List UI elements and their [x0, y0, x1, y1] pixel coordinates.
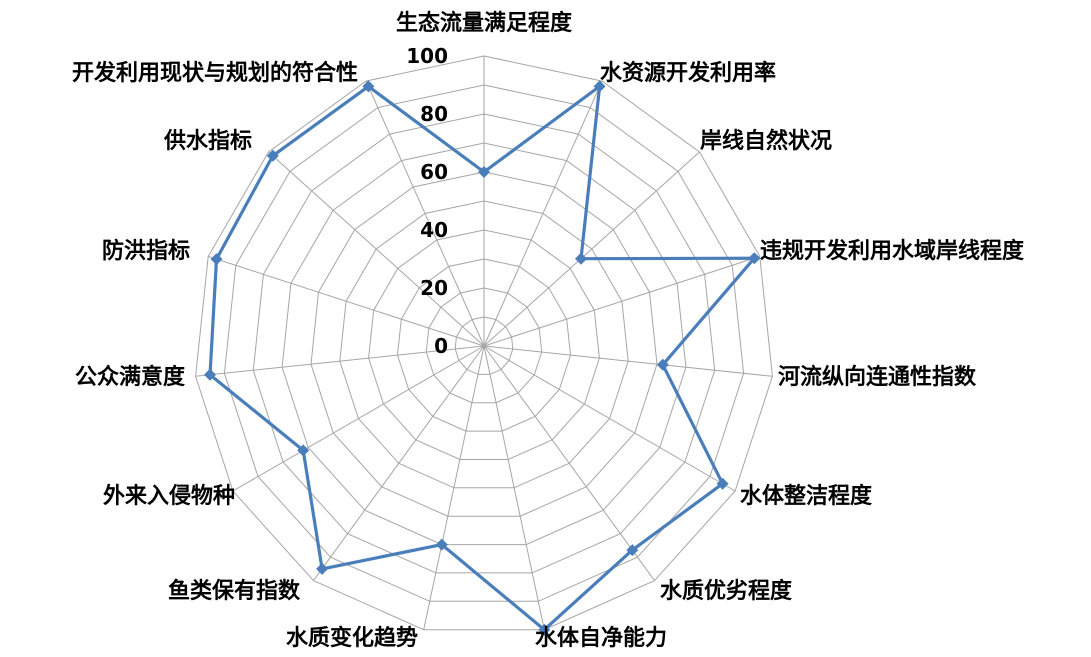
data-point-0	[478, 166, 490, 178]
category-label-3: 违规开发利用水域岸线程度	[760, 238, 1025, 264]
category-label-13: 供水指标	[163, 128, 252, 154]
grid-ring-20	[425, 287, 543, 404]
data-point-13	[266, 149, 279, 162]
tick-label-80: 80	[420, 102, 448, 126]
tick-label-20: 20	[420, 276, 448, 300]
spoke-11	[195, 345, 485, 377]
spoke-8	[423, 345, 485, 630]
grid-ring-60	[310, 171, 658, 517]
grid-ring-100	[195, 55, 773, 631]
spoke-4	[483, 345, 773, 377]
spoke-7	[483, 345, 545, 630]
category-label-12: 防洪指标	[102, 238, 190, 264]
category-label-4: 河流纵向连通性指数	[778, 364, 977, 390]
category-labels: 生态流量满足程度水资源开发利用率岸线自然状况违规开发利用水域岸线程度河流纵向连通…	[72, 10, 1025, 651]
tick-label-40: 40	[420, 218, 448, 242]
category-label-10: 外来入侵物种	[103, 483, 235, 509]
tick-label-100: 100	[406, 44, 448, 68]
grid-ring-80	[252, 113, 716, 574]
data-point-10	[297, 444, 310, 457]
category-label-14: 开发利用现状与规划的符合性	[72, 60, 358, 86]
category-label-2: 岸线自然状况	[700, 128, 832, 154]
grid-ring-90	[223, 84, 745, 602]
data-point-5	[716, 477, 729, 490]
data-point-4	[656, 358, 669, 371]
data-point-14	[362, 80, 375, 93]
category-label-11: 公众满意度	[75, 364, 186, 390]
spoke-12	[208, 255, 485, 347]
radar-spokes	[195, 56, 773, 630]
spoke-6	[483, 345, 655, 581]
spoke-2	[483, 151, 700, 347]
category-label-7: 水体自净能力	[535, 625, 667, 651]
grid-ring-40	[368, 229, 600, 460]
data-point-12	[210, 253, 223, 266]
spoke-9	[313, 345, 485, 581]
spoke-14	[365, 80, 485, 347]
grid-ring-30	[396, 258, 572, 432]
radial-tick-labels: 0 20 40 60 80 100	[406, 44, 448, 358]
data-point-1	[593, 80, 606, 93]
category-label-6: 水质优劣程度	[660, 578, 793, 604]
spoke-1	[483, 80, 603, 347]
tick-label-60: 60	[420, 160, 448, 184]
category-label-9: 鱼类保有指数	[168, 578, 301, 604]
series-line-0	[208, 84, 756, 632]
spoke-10	[232, 345, 485, 492]
spoke-3	[483, 255, 760, 347]
data-point-11	[204, 368, 216, 381]
spoke-13	[268, 151, 485, 347]
category-label-5: 水体整洁程度	[740, 483, 873, 509]
category-label-0: 生态流量满足程度	[396, 10, 573, 36]
tick-label-0: 0	[434, 334, 448, 358]
radar-grid	[195, 55, 773, 631]
grid-ring-10	[454, 316, 514, 375]
data-point-7	[538, 623, 551, 636]
grid-ring-70	[281, 142, 687, 546]
data-point-2	[575, 252, 587, 265]
category-label-1: 水资源开发利用率	[600, 60, 776, 86]
grid-ring-50	[339, 200, 629, 489]
category-label-8: 水质变化趋势	[286, 625, 418, 651]
data-point-6	[626, 544, 639, 557]
data-point-3	[748, 252, 761, 265]
spoke-5	[483, 345, 736, 492]
data-point-8	[435, 538, 448, 551]
radar-series	[204, 80, 761, 636]
data-point-9	[316, 562, 329, 575]
